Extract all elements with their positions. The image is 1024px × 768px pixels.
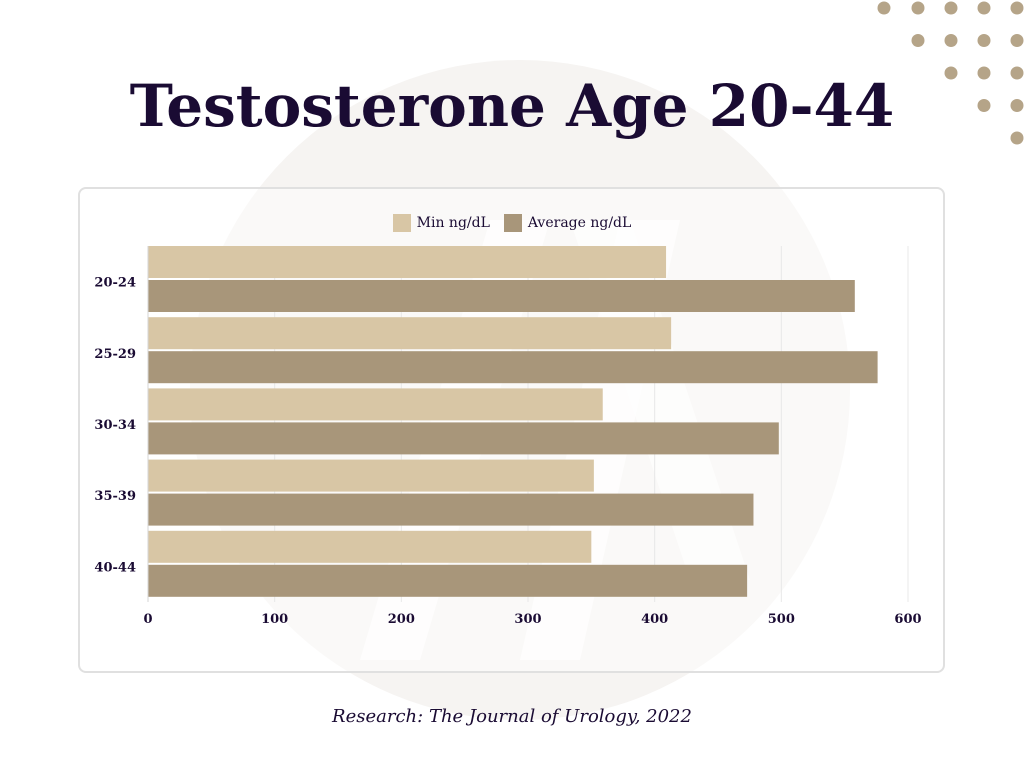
bar-average	[148, 564, 748, 597]
legend-item-average: Average ng/dL	[503, 214, 632, 232]
legend-label-min: Min ng/dL	[416, 215, 490, 231]
bar-min	[148, 530, 592, 563]
x-tick-label: 200	[388, 612, 415, 627]
y-tick-label: 30-34	[94, 418, 136, 433]
bar-min	[148, 388, 603, 421]
bar-min	[148, 317, 672, 350]
bar-average	[148, 351, 878, 384]
x-tick-label: 600	[894, 612, 921, 627]
decorative-dot	[944, 1, 958, 15]
page-title: Testosterone Age 20-44	[129, 72, 895, 140]
decorative-dot	[944, 66, 958, 80]
legend-label-average: Average ng/dL	[527, 215, 632, 231]
decorative-dot	[977, 1, 991, 15]
decorative-dot	[911, 34, 925, 47]
decorative-dot	[911, 1, 925, 15]
decorative-dot	[1010, 131, 1024, 145]
decorative-dots	[877, 1, 1024, 145]
decorative-dot	[877, 1, 891, 15]
x-tick-label: 300	[514, 612, 541, 627]
decorative-dot	[1010, 66, 1024, 80]
y-tick-label: 40-44	[94, 560, 136, 575]
decorative-dot	[1010, 1, 1024, 15]
source-citation: Research: The Journal of Urology, 2022	[332, 706, 692, 727]
bar-min	[148, 459, 594, 492]
bar-average	[148, 280, 855, 312]
bar-min	[148, 246, 667, 278]
y-tick-label: 35-39	[94, 489, 136, 504]
legend-swatch-min	[392, 214, 411, 232]
x-tick-label: 0	[143, 612, 152, 627]
legend-item-min: Min ng/dL	[392, 214, 490, 232]
y-tick-label: 25-29	[94, 347, 136, 362]
chart-legend: Min ng/dL Average ng/dL	[0, 214, 1024, 232]
y-tick-label: 20-24	[94, 276, 136, 291]
x-tick-label: 400	[641, 612, 668, 627]
decorative-dot	[977, 66, 991, 80]
decorative-dot	[1010, 34, 1024, 47]
decorative-dot	[1010, 99, 1024, 112]
bar-average	[148, 422, 779, 455]
x-tick-label: 500	[768, 612, 795, 627]
decorative-dot	[977, 99, 991, 112]
decorative-dot	[977, 34, 991, 47]
legend-swatch-average	[503, 214, 522, 232]
bar-average	[148, 493, 754, 526]
x-tick-label: 100	[261, 612, 288, 627]
decorative-dot	[944, 34, 958, 47]
